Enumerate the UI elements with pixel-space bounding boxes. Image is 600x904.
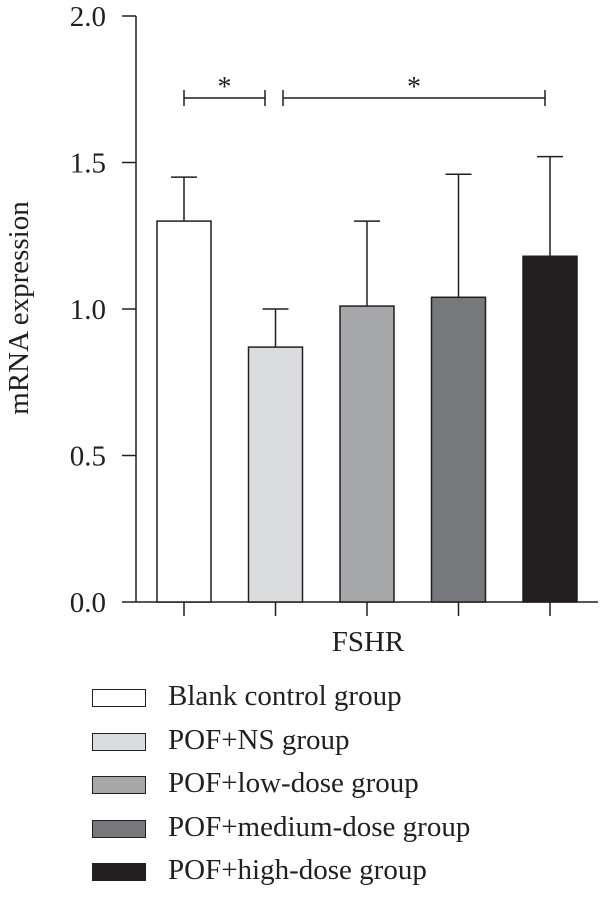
- legend-label: POF+NS group: [168, 723, 350, 756]
- y-tick-label: 0.5: [70, 441, 106, 473]
- y-tick-label: 1.5: [70, 148, 106, 180]
- significance-brackets: * *: [183, 72, 546, 106]
- bar: [522, 255, 578, 603]
- y-axis-label: mRNA expression: [3, 201, 35, 415]
- x-axis-label: FSHR: [332, 626, 405, 658]
- bar-chart: 0.00.51.01.52.0 * * mRNA expression FSHR: [3, 1, 598, 658]
- legend-swatch: [92, 732, 146, 751]
- legend-swatch: [92, 689, 146, 707]
- chart-bars: [156, 155, 578, 603]
- legend-label: Blank control group: [168, 680, 402, 712]
- bar: [156, 220, 212, 603]
- y-tick-label: 1.0: [70, 294, 106, 326]
- legend-label: POF+high-dose group: [168, 854, 427, 886]
- y-tick-label: 2.0: [70, 1, 106, 33]
- legend-swatch: [92, 819, 146, 838]
- bar: [247, 346, 304, 603]
- bar: [430, 296, 487, 603]
- significance-label: *: [407, 72, 421, 103]
- chart-axes: 0.0 0.5 1.0 1.5 2.0: [70, 1, 598, 619]
- bar: [339, 305, 395, 603]
- legend-label: POF+medium-dose group: [168, 810, 471, 843]
- y-tick-label: 0.0: [70, 587, 106, 619]
- legend-swatch: [92, 863, 146, 881]
- legend-label: POF+low-dose group: [168, 767, 419, 799]
- legend-swatch: [92, 776, 146, 794]
- significance-label: *: [218, 72, 232, 103]
